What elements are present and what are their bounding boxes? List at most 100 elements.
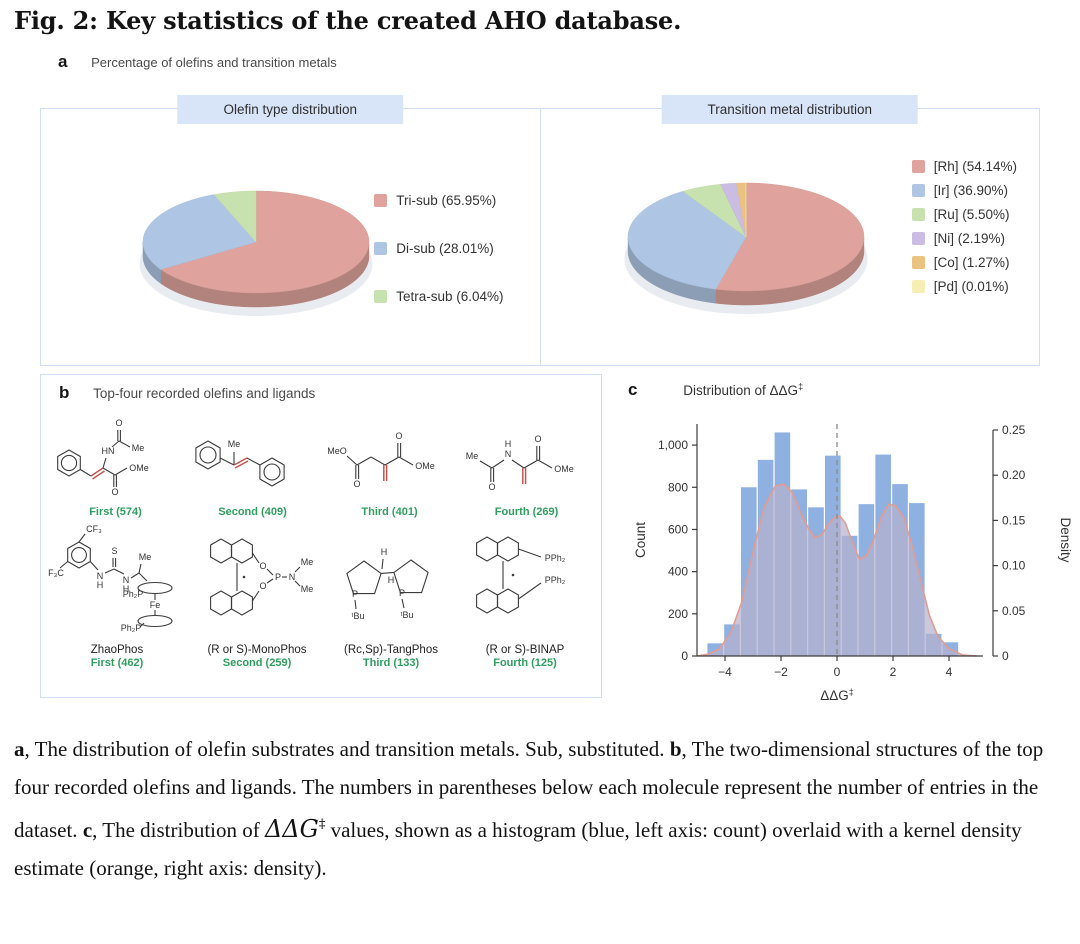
pie-slice	[160, 190, 370, 294]
svg-text:O: O	[534, 434, 541, 444]
olefin-pie-chart	[139, 190, 373, 317]
svg-text:Me: Me	[132, 443, 145, 453]
legend-swatch	[911, 184, 925, 197]
legend-swatch	[374, 194, 388, 207]
ligand-structure-2: O O P N Me Me (R or S)-MonoPhos Second (…	[187, 521, 327, 669]
kde-line	[696, 483, 978, 657]
ligand-rank-4: Fourth (125)	[493, 657, 557, 669]
right-tick-label: 0.05	[1002, 604, 1026, 618]
svg-text:H: H	[381, 547, 388, 557]
legend-swatch	[911, 208, 925, 221]
metal-pie-legend: [Rh] (54.14%) [Ir] (36.90%) [Ru] (5.50%) [N…	[911, 159, 1017, 303]
panel-a-header: a Percentage of olefins and transition m…	[58, 52, 337, 72]
x-tick-label: 0	[834, 665, 841, 679]
ligand-structure-1: CF₃ F₃C N H S N H Me Ph₂P Fe	[47, 521, 187, 669]
svg-text:PPh₂: PPh₂	[545, 575, 566, 585]
legend-label: [Pd] (0.01%)	[933, 279, 1009, 294]
svg-text:Me: Me	[466, 451, 479, 461]
panel-b-box: b Top-four recorded olefins and ligands …	[40, 374, 602, 698]
molecule-drawing: PPh₂ PPh₂	[476, 536, 566, 614]
legend-label: Di-sub (28.01%)	[396, 241, 494, 256]
legend-label: [Rh] (54.14%)	[933, 159, 1017, 174]
ligand-structure-4: PPh₂ PPh₂ (R or S)-BINAP Fourth (125)	[455, 521, 595, 669]
figure-title: Fig. 2: Key statistics of the created AH…	[14, 6, 682, 35]
right-tick-label: 0	[1002, 649, 1009, 663]
pie-slice	[714, 182, 864, 292]
svg-text:Ph₂P: Ph₂P	[121, 623, 142, 633]
metal-pie-section: Transition metal distribution [Rh] (54.1…	[540, 95, 1040, 366]
svg-text:N: N	[505, 449, 512, 459]
svg-text:Me: Me	[301, 584, 314, 594]
caption-formula: ΔΔG‡	[265, 815, 326, 843]
svg-text:H: H	[123, 584, 130, 594]
molecule-drawing: HN O Me O OMe	[57, 418, 149, 497]
pie-slice	[735, 182, 746, 238]
legend-label: [Ni] (2.19%)	[933, 231, 1005, 246]
molecule-drawing: Me O H N O OMe	[466, 434, 574, 492]
molecule-drawing: MeO O O OMe	[327, 431, 435, 489]
caption-bold-b: b	[669, 737, 682, 761]
svg-text:F₃C: F₃C	[48, 568, 64, 578]
svg-text:Me: Me	[301, 557, 314, 567]
svg-text:N: N	[123, 575, 130, 585]
panel-c-title: Distribution of ΔΔG‡	[683, 381, 804, 399]
ligand-rank-1: First (462)	[90, 657, 144, 669]
olefin-rank-4: Fourth (269)	[494, 506, 559, 518]
x-tick-label: −4	[718, 665, 732, 679]
metal-pie-title: Transition metal distribution	[661, 95, 919, 124]
legend-label: [Co] (1.27%)	[933, 255, 1010, 270]
olefin-pie-section: Olefin type distribution Tri-sub (65.95%…	[40, 95, 541, 366]
ligand-structure-3: H H P P ᵗBu ᵗBu (Rc,Sp)-TangPhos Third (…	[327, 521, 455, 669]
legend-item: Tri-sub (65.95%)	[374, 193, 503, 208]
left-tick-label: 1,000	[658, 438, 688, 452]
legend-label: [Ru] (5.50%)	[933, 207, 1010, 222]
svg-text:O: O	[353, 479, 360, 489]
svg-text:ᵗBu: ᵗBu	[401, 610, 414, 620]
svg-text:O: O	[259, 581, 266, 591]
svg-text:N: N	[289, 572, 296, 582]
svg-text:Me: Me	[139, 552, 152, 562]
ligand-name-4: (R or S)-BINAP	[485, 644, 565, 656]
legend-item: Di-sub (28.01%)	[374, 241, 503, 256]
legend-item: [Rh] (54.14%)	[911, 159, 1017, 174]
metal-pie-chart	[623, 182, 868, 315]
olefin-rank-2: Second (409)	[218, 506, 287, 518]
svg-text:HN: HN	[102, 446, 115, 456]
svg-text:S: S	[111, 546, 117, 556]
svg-text:H: H	[388, 575, 395, 585]
ligand-rank-2: Second (259)	[222, 657, 292, 669]
panel-b-title: Top-four recorded olefins and ligands	[93, 386, 316, 401]
ligand-rank-3: Third (133)	[362, 657, 420, 669]
svg-text:OMe: OMe	[554, 464, 574, 474]
ligand-name-2: (R or S)-MonoPhos	[207, 644, 307, 656]
ligand-name-1: ZhaoPhos	[90, 644, 144, 656]
right-tick-label: 0.15	[1002, 513, 1026, 527]
pie-slice	[213, 190, 257, 243]
left-tick-label: 0	[681, 649, 688, 663]
panel-c-letter: c	[628, 380, 638, 399]
svg-text:N: N	[97, 571, 104, 581]
figure-caption: a, The distribution of olefin substrates…	[14, 737, 1044, 880]
caption-bold-c: c	[82, 818, 93, 842]
svg-text:Ph₂P: Ph₂P	[123, 589, 144, 599]
pie-slice	[681, 184, 746, 238]
svg-text:P: P	[352, 589, 358, 599]
right-axis-title: Density	[1058, 517, 1073, 562]
molecule-drawing: O O P N Me Me	[210, 538, 314, 616]
svg-text:O: O	[488, 482, 495, 492]
olefins-row: HN O Me O OMe First (574)	[47, 413, 595, 518]
svg-text:O: O	[259, 561, 266, 571]
legend-swatch	[911, 256, 925, 269]
x-axis-title: ΔΔG‡	[820, 687, 854, 703]
left-tick-label: 400	[668, 565, 688, 579]
olefin-pie-title: Olefin type distribution	[177, 95, 404, 124]
svg-text:OMe: OMe	[415, 461, 435, 471]
olefin-pie-legend: Tri-sub (65.95%) Di-sub (28.01%) Tetra-sub…	[374, 193, 504, 337]
legend-label: [Ir] (36.90%)	[933, 183, 1008, 198]
svg-text:OMe: OMe	[129, 463, 149, 473]
pie-slice	[142, 194, 257, 270]
ligands-row: CF₃ F₃C N H S N H Me Ph₂P Fe	[47, 521, 595, 669]
x-tick-label: −2	[774, 665, 788, 679]
svg-text:O: O	[395, 431, 402, 441]
right-tick-label: 0.10	[1002, 559, 1026, 573]
